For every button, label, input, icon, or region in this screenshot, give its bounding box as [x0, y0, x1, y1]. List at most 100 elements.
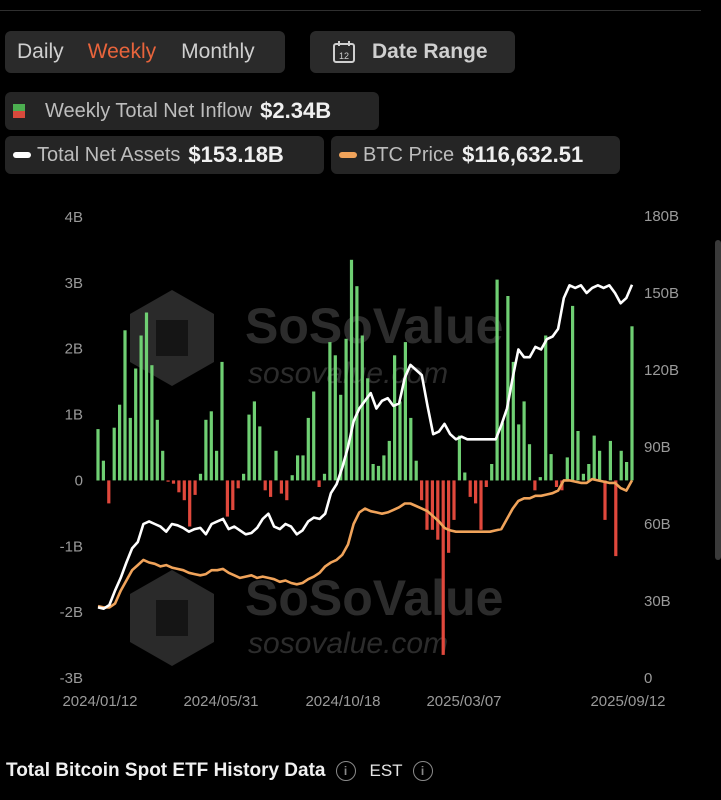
inflow-bar [306, 417, 310, 481]
x-tick-label: 2025/09/12 [590, 693, 665, 710]
inflow-bar [366, 378, 370, 481]
inflow-bar [242, 473, 246, 481]
inflow-bar [161, 450, 165, 481]
inflow-bar [252, 401, 256, 481]
inflow-bar [630, 326, 634, 481]
inflow-bar [344, 338, 348, 481]
inflow-bar [565, 457, 569, 481]
date-range-button[interactable]: 12 Date Range [310, 31, 515, 73]
etf-flow-chart[interactable]: SoSoValue sosovalue.com SoSoValue sosova… [0, 195, 700, 715]
inflow-bar [279, 480, 283, 494]
scrollbar[interactable] [715, 240, 721, 560]
x-tick-label: 2024/10/18 [305, 693, 380, 710]
inflow-bar [581, 473, 585, 481]
legend-btc-price[interactable]: BTC Price $116,632.51 [331, 136, 620, 174]
inflow-bar [101, 460, 105, 481]
inflow-bar [457, 435, 461, 481]
top-divider [0, 10, 701, 11]
legend-inflow[interactable]: Weekly Total Net Inflow $2.34B [5, 92, 379, 130]
inflow-bar [269, 480, 273, 497]
right-tick-label: 60B [644, 516, 671, 533]
inflow-bar [96, 429, 100, 481]
inflow-bar [554, 480, 559, 487]
legend-net-assets-value: $153.18B [188, 142, 284, 167]
info-icon[interactable]: i [335, 761, 356, 781]
history-data-title: Total Bitcoin Spot ETF History Data [6, 760, 326, 781]
inflow-bar [333, 355, 337, 481]
inflow-bar-icon [13, 104, 25, 118]
left-axis: 4B 3B 2B 1B 0 -1B -2B -3B [60, 209, 83, 687]
inflow-bar [247, 414, 251, 481]
inflow-bar [317, 480, 321, 487]
inflow-bar [495, 279, 499, 481]
left-tick-label: 1B [65, 407, 83, 424]
inflow-bar [193, 480, 197, 495]
inflow-bar [484, 480, 488, 487]
inflow-bar [312, 391, 316, 481]
inflow-bar [220, 361, 224, 481]
inflow-bar [441, 480, 445, 655]
inflow-bar [619, 450, 623, 481]
inflow-bar [301, 455, 305, 481]
inflow-bar [549, 454, 553, 481]
inflow-bar [603, 480, 607, 520]
date-range-label: Date Range [372, 40, 488, 63]
inflow-bar [371, 464, 375, 481]
tab-monthly[interactable]: Monthly [181, 40, 255, 63]
legend-net-assets-label: Total Net Assets [37, 143, 181, 166]
left-tick-label: 4B [65, 209, 83, 226]
btc-price-line-icon [339, 152, 357, 158]
inflow-bar [339, 394, 343, 481]
inflow-bar [112, 427, 116, 481]
inflow-bars [96, 259, 634, 655]
watermark-logo-icon [130, 290, 214, 386]
inflow-bar [463, 472, 467, 481]
watermark-brand-top: SoSoValue [245, 298, 503, 354]
legend-net-assets[interactable]: Total Net Assets $153.18B [5, 136, 324, 174]
inflow-bar [544, 335, 548, 481]
left-tick-label: 2B [65, 341, 83, 358]
inflow-bar [236, 480, 240, 489]
inflow-bar [204, 419, 208, 481]
inflow-bar [296, 455, 300, 481]
inflow-bar [522, 401, 526, 481]
calendar-icon-number: 12 [339, 51, 349, 61]
inflow-bar [382, 455, 386, 481]
inflow-bar [468, 480, 472, 497]
net-assets-line [97, 284, 634, 610]
inflow-bar [614, 480, 618, 557]
inflow-bar [538, 477, 542, 481]
inflow-bar [533, 480, 537, 491]
left-tick-label: -1B [60, 538, 83, 555]
inflow-bar [387, 440, 391, 481]
inflow-bar [517, 424, 521, 481]
footer-bar: Total Bitcoin Spot ETF History Data i ES… [6, 760, 433, 782]
timezone-info-icon[interactable]: i [412, 761, 433, 781]
left-tick-label: -3B [60, 670, 83, 687]
tab-weekly[interactable]: Weekly [87, 40, 157, 63]
inflow-bar [150, 365, 154, 481]
right-tick-label: 150B [644, 285, 679, 302]
inflow-bar [430, 480, 434, 530]
left-tick-label: 3B [65, 275, 83, 292]
inflow-bar [393, 355, 397, 481]
inflow-bar [322, 473, 327, 481]
inflow-bar [209, 411, 213, 481]
inflow-bar [177, 480, 181, 493]
inflow-bar [231, 480, 235, 510]
legend-btc-price-label: BTC Price [363, 143, 455, 166]
watermark-group: SoSoValue sosovalue.com SoSoValue sosova… [130, 290, 503, 666]
right-tick-label: 90B [644, 439, 671, 456]
tab-daily[interactable]: Daily [17, 40, 64, 63]
inflow-bar [511, 361, 515, 481]
calendar-icon: 12 [333, 41, 355, 63]
inflow-bar [166, 480, 170, 482]
watermark-site-top: sosovalue.com [248, 357, 448, 390]
left-tick-label: 0 [75, 472, 83, 489]
inflow-bar [376, 465, 381, 481]
inflow-bar [171, 480, 176, 484]
watermark-site-bottom: sosovalue.com [248, 627, 448, 660]
btc-price-line [97, 477, 634, 609]
inflow-bar [506, 296, 510, 481]
inflow-bar [188, 480, 192, 527]
